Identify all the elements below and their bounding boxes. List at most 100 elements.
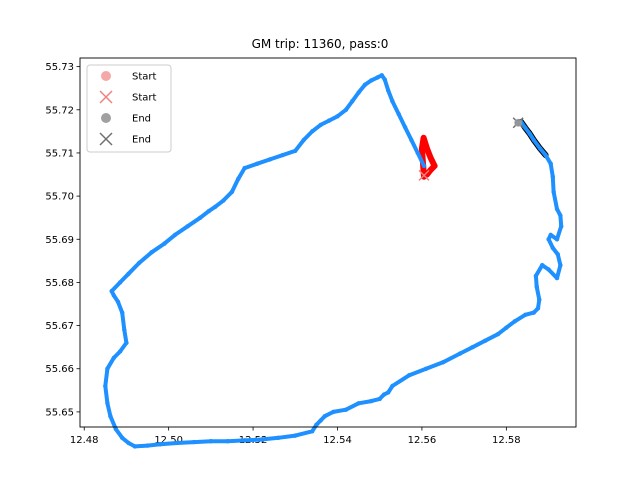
data-point bbox=[550, 245, 555, 251]
data-point bbox=[149, 250, 154, 255]
data-point bbox=[109, 288, 114, 294]
data-point bbox=[548, 161, 553, 166]
data-point bbox=[293, 433, 298, 438]
legend-x-marker bbox=[99, 132, 113, 146]
data-point bbox=[427, 167, 434, 174]
data-point bbox=[420, 135, 427, 141]
data-point bbox=[120, 435, 125, 440]
data-point bbox=[136, 260, 142, 266]
data-point bbox=[385, 390, 391, 395]
data-point bbox=[546, 267, 551, 272]
data-point bbox=[431, 163, 438, 169]
plot-frame bbox=[79, 57, 577, 428]
data-point bbox=[390, 98, 395, 104]
data-point bbox=[309, 429, 315, 434]
marker-start-x bbox=[418, 169, 430, 181]
data-point bbox=[362, 82, 368, 87]
data-point bbox=[225, 439, 230, 444]
legend: Start Start End End bbox=[86, 64, 172, 153]
series-2 bbox=[103, 73, 564, 449]
data-point bbox=[335, 114, 340, 119]
y-tick-label: 55.65 bbox=[45, 407, 74, 418]
data-point bbox=[440, 360, 446, 365]
data-point bbox=[117, 349, 123, 354]
data-point bbox=[495, 332, 501, 337]
data-point bbox=[470, 344, 475, 350]
data-point bbox=[554, 206, 560, 212]
data-point bbox=[548, 232, 553, 238]
data-point bbox=[535, 306, 541, 311]
data-point bbox=[301, 137, 306, 143]
data-point bbox=[407, 373, 412, 378]
data-point bbox=[546, 237, 551, 242]
y-tick-label: 55.67 bbox=[45, 321, 74, 332]
data-point bbox=[267, 157, 273, 162]
legend-item: Start bbox=[99, 90, 157, 104]
data-point bbox=[350, 98, 355, 104]
data-point bbox=[356, 401, 361, 406]
data-point bbox=[236, 176, 241, 182]
data-point bbox=[504, 325, 509, 330]
data-point bbox=[543, 152, 548, 158]
data-point bbox=[206, 209, 211, 214]
data-point bbox=[122, 327, 127, 333]
data-point bbox=[108, 414, 113, 419]
data-point bbox=[198, 215, 203, 220]
data-point bbox=[309, 129, 315, 134]
data-point bbox=[314, 422, 319, 428]
data-point bbox=[293, 148, 298, 153]
data-point bbox=[242, 165, 247, 171]
series-1 bbox=[418, 134, 438, 180]
data-point bbox=[540, 262, 545, 268]
data-point bbox=[551, 189, 556, 194]
y-tick-label: 55.70 bbox=[45, 192, 74, 203]
data-point bbox=[423, 366, 429, 371]
data-point bbox=[113, 426, 119, 432]
data-point bbox=[162, 241, 167, 246]
y-tick-label: 55.69 bbox=[45, 235, 74, 246]
data-point bbox=[117, 280, 123, 285]
data-point bbox=[145, 443, 150, 448]
data-point bbox=[343, 407, 349, 412]
y-tick-label: 55.73 bbox=[45, 62, 74, 73]
data-point bbox=[424, 145, 430, 152]
series-track bbox=[103, 73, 564, 449]
data-point bbox=[369, 78, 374, 83]
data-point bbox=[375, 75, 380, 80]
data-point bbox=[276, 435, 281, 440]
data-point bbox=[531, 310, 536, 315]
data-point bbox=[356, 90, 361, 95]
data-point bbox=[512, 319, 517, 324]
data-point bbox=[415, 150, 420, 156]
data-point bbox=[229, 189, 235, 194]
legend-label: End bbox=[132, 114, 151, 125]
data-point bbox=[527, 131, 532, 136]
data-point bbox=[212, 204, 218, 210]
data-point bbox=[421, 163, 427, 169]
data-point bbox=[255, 161, 260, 166]
data-point bbox=[174, 440, 180, 446]
data-point bbox=[111, 355, 116, 361]
data-point bbox=[533, 273, 539, 279]
data-point bbox=[483, 338, 488, 343]
legend-x-marker bbox=[99, 90, 113, 104]
data-point bbox=[132, 444, 138, 449]
data-point bbox=[409, 137, 414, 143]
data-point bbox=[523, 312, 528, 317]
data-point bbox=[120, 310, 125, 315]
legend-item: End bbox=[101, 113, 151, 125]
data-point bbox=[382, 77, 387, 82]
data-point bbox=[419, 145, 425, 152]
legend-item: Start bbox=[101, 71, 157, 83]
data-point bbox=[126, 271, 131, 276]
y-tick-label: 55.72 bbox=[45, 105, 74, 116]
data-point bbox=[427, 154, 434, 161]
legend-box bbox=[86, 64, 172, 153]
data-point bbox=[259, 437, 264, 442]
data-point bbox=[537, 297, 542, 302]
data-point bbox=[103, 383, 108, 389]
legend-label: End bbox=[132, 135, 151, 146]
x-tick-label: 12.54 bbox=[323, 435, 352, 446]
marker-end-circle bbox=[514, 118, 523, 127]
plot-area bbox=[103, 73, 564, 449]
